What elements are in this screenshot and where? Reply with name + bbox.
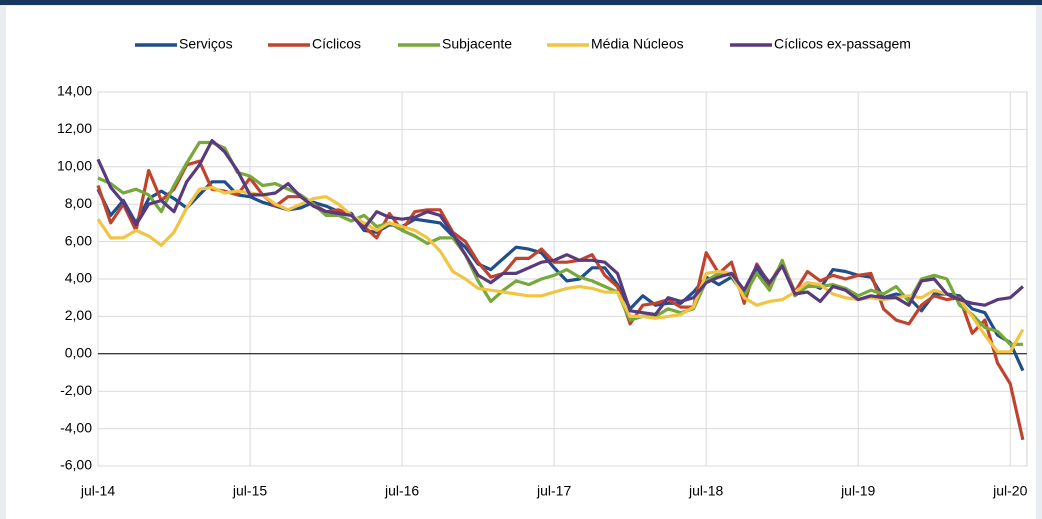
legend-label: Subjacente xyxy=(442,36,512,52)
y-tick-label: -2,00 xyxy=(60,382,92,398)
y-tick-label: 4,00 xyxy=(65,270,92,286)
y-tick-label: 0,00 xyxy=(65,345,92,361)
x-tick-label: jul-15 xyxy=(232,483,267,499)
legend-label: Cíclicos ex-passagem xyxy=(774,36,911,52)
x-tick-label: jul-19 xyxy=(840,483,875,499)
x-tick-label: jul-14 xyxy=(80,483,115,499)
series-line xyxy=(97,140,1023,346)
x-tick-label: jul-18 xyxy=(688,483,723,499)
y-tick-label: 8,00 xyxy=(65,195,92,211)
series-line xyxy=(96,139,1024,317)
y-tick-label: -6,00 xyxy=(60,457,92,473)
series-line xyxy=(96,159,1025,441)
x-tick-label: jul-16 xyxy=(384,483,419,499)
legend-label: Cíclicos xyxy=(312,36,361,52)
y-tick-label: 14,00 xyxy=(57,83,92,99)
y-tick-label: 2,00 xyxy=(65,307,92,323)
legend-label: Serviços xyxy=(179,36,233,52)
top-bar xyxy=(0,0,1042,5)
legend-label: Média Núcleos xyxy=(591,36,684,52)
y-tick-label: 10,00 xyxy=(57,158,92,174)
y-tick-label: -4,00 xyxy=(60,419,92,435)
panel xyxy=(6,6,1036,519)
series-line xyxy=(96,180,1025,372)
x-tick-label: jul-20 xyxy=(992,483,1027,499)
x-tick-label: jul-17 xyxy=(536,483,571,499)
y-tick-label: 12,00 xyxy=(57,120,92,136)
y-tick-label: 6,00 xyxy=(65,232,92,248)
